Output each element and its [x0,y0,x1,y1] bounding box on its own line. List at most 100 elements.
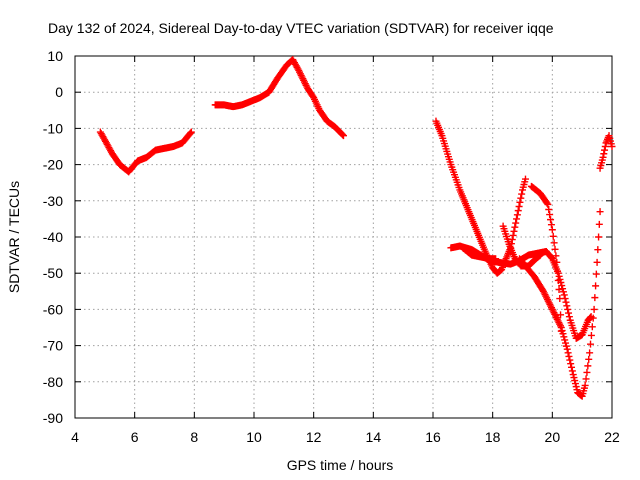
data-point [599,153,607,161]
data-point [555,285,563,293]
ticks-layer [74,55,613,419]
series-arc-8 [527,182,565,335]
y-tick-label: 10 [47,48,63,64]
data-point [585,355,593,363]
data-point [536,251,544,259]
x-tick-label: 12 [306,429,322,445]
data-point [584,362,592,370]
data-point [556,295,564,303]
data-point [554,267,562,275]
data-point [513,211,521,219]
data-point [557,311,565,319]
data-point [558,282,566,290]
chart-title: Day 132 of 2024, Sidereal Day-to-day VTE… [48,20,554,36]
data-point [600,150,608,158]
data-point [594,246,602,254]
y-tick-label: -90 [43,410,63,426]
data-point [339,131,347,139]
data-point [518,190,526,198]
data-point [509,231,517,239]
data-point [608,143,616,150]
data-point [517,194,525,202]
data-point [562,342,570,350]
series-arc-7 [516,208,604,400]
series-layer [96,56,616,400]
data-point [515,202,523,210]
data-point [511,223,519,231]
data-point [510,227,518,235]
data-point [566,356,574,364]
data-point [561,336,569,344]
data-point [583,368,591,376]
x-tick-label: 20 [545,429,561,445]
data-point [512,219,520,227]
data-point [551,245,559,253]
y-tick-label: -70 [43,338,63,354]
data-point [596,208,604,216]
data-point [568,367,576,375]
data-point [548,226,556,234]
x-tick-label: 6 [131,429,139,445]
data-point [562,339,570,347]
data-point [563,302,571,310]
data-point [563,345,571,353]
data-point [513,215,521,223]
data-point [187,128,195,136]
data-point [587,331,595,339]
data-point [601,146,609,154]
data-point [590,305,598,313]
y-tick-label: -60 [43,301,63,317]
data-point [547,216,555,224]
data-point [544,200,552,208]
data-point [567,360,575,368]
data-point [568,363,576,371]
x-tick-label: 4 [71,429,79,445]
x-tick-label: 14 [366,429,382,445]
y-tick-label: -20 [43,157,63,173]
data-point [591,294,599,302]
series-arc-4 [447,242,595,342]
x-tick-label: 18 [485,429,501,445]
data-point [582,375,590,383]
y-tick-labels: 10 0 -10 -20 -30 -40 -50 -60 -70 -80 -90 [43,48,63,426]
data-point [592,282,600,290]
series-arc-1 [96,128,195,176]
grid-layer [75,56,612,418]
data-point [514,207,522,215]
data-point [549,232,557,240]
data-point [560,291,568,299]
x-axis-title: GPS time / hours [287,457,394,473]
data-point [560,333,568,341]
data-point [552,252,560,260]
data-point [595,220,603,228]
x-tick-label: 22 [604,429,620,445]
data-point [601,143,609,150]
data-point [547,221,555,229]
y-tick-label: -10 [43,120,63,136]
data-point [555,272,563,280]
data-point [546,211,554,219]
data-point [565,313,573,321]
data-point [340,132,347,140]
data-point [564,349,572,357]
data-point [492,255,500,263]
y-tick-label: -40 [43,229,63,245]
data-point [565,352,573,360]
data-point [592,270,600,278]
data-point [521,175,529,183]
data-point [543,199,551,207]
data-point [587,340,595,348]
data-point [589,314,597,322]
x-tick-labels: 4 6 8 10 12 14 16 18 20 22 [71,429,620,445]
data-point [516,198,524,206]
data-point [586,349,594,357]
y-tick-label: 0 [55,84,63,100]
data-point [187,129,195,137]
data-point [550,239,558,247]
data-point [588,323,596,331]
series-arc-9 [596,132,616,172]
plot-frame [74,55,613,419]
data-point [565,309,573,317]
data-point [554,276,562,284]
